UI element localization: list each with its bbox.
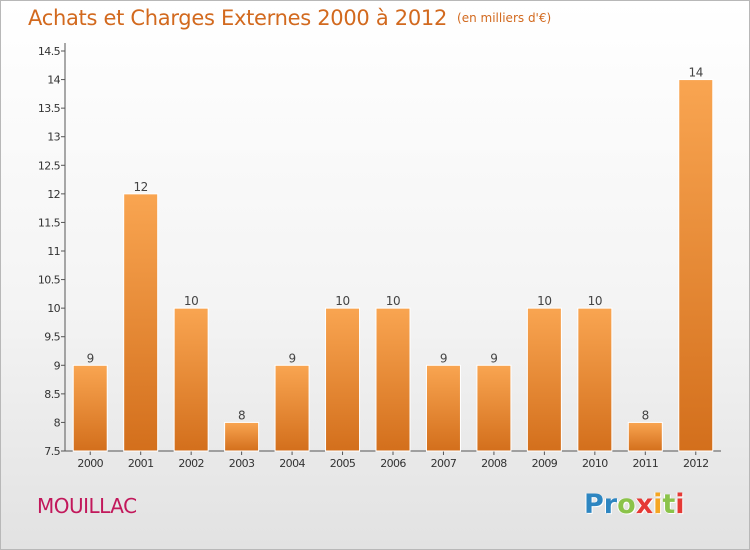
bar-value-label-2006: 10	[386, 294, 400, 308]
y-tick-label: 13	[47, 131, 60, 144]
bar-value-label-2008: 9	[490, 351, 497, 365]
logo-letter: x	[635, 489, 654, 520]
x-tick-label-2005: 2005	[330, 457, 356, 470]
y-tick-label: 9.5	[44, 331, 60, 344]
x-tick-label-2003: 2003	[229, 457, 255, 470]
bar-value-label-2003: 8	[238, 408, 245, 422]
logo-letter: i	[653, 489, 663, 520]
title-row: Achats et Charges Externes 2000 à 2012 (e…	[28, 6, 551, 30]
logo-letter: P	[584, 489, 604, 520]
logo-letter: r	[603, 489, 618, 520]
x-tick-label-2007: 2007	[431, 457, 457, 470]
bar-value-label-2007: 9	[440, 351, 447, 365]
y-tick-label: 11	[47, 245, 60, 258]
y-tick-label: 12	[47, 188, 60, 201]
bar-value-label-2002: 10	[184, 294, 198, 308]
x-tick-label-2002: 2002	[178, 457, 204, 470]
x-tick-label-2009: 2009	[532, 457, 558, 470]
y-tick-label: 13.5	[38, 102, 61, 115]
x-tick-label-2010: 2010	[582, 457, 608, 470]
y-tick-label: 10.5	[38, 274, 61, 287]
x-tick-label-2000: 2000	[77, 457, 103, 470]
bar-2008	[476, 364, 512, 452]
y-tick-label: 9	[54, 359, 61, 372]
bar-2000	[72, 364, 108, 452]
bar-value-label-2000: 9	[87, 351, 94, 365]
bar-value-label-2004: 9	[288, 351, 295, 365]
bar-2005	[325, 307, 361, 452]
bar-value-label-2009: 10	[537, 294, 551, 308]
x-tick-label-2001: 2001	[128, 457, 154, 470]
x-tick-label-2011: 2011	[633, 457, 659, 470]
bar-2006	[375, 307, 411, 452]
x-tick-label-2008: 2008	[481, 457, 507, 470]
x-tick-label-2012: 2012	[683, 457, 709, 470]
y-tick-label: 14	[47, 74, 60, 87]
chart-bars	[72, 79, 714, 452]
y-tick-label: 8	[54, 416, 61, 429]
bar-value-label-2001: 12	[133, 180, 147, 194]
y-tick-label: 7.5	[44, 445, 60, 458]
logo-letter: o	[617, 489, 636, 520]
bar-2004	[274, 364, 310, 452]
bar-2009	[526, 307, 562, 452]
chart-labels: 9 2000 12 2001 10 2002 8 2003 9 2004 10 2005 10 2006 9…	[77, 66, 709, 470]
bar-2003	[224, 421, 260, 452]
bar-2012	[678, 79, 714, 452]
chart-axes: 7.5 8 8.5 9 9.5 10 10.5 11 11.5 12 12.5 13 13.5 14 14.…	[38, 43, 721, 458]
bar-2007	[425, 364, 461, 452]
bar-2002	[173, 307, 209, 452]
y-tick-label: 14.5	[38, 45, 61, 58]
y-tick-label: 12.5	[38, 159, 61, 172]
y-tick-label: 8.5	[44, 388, 60, 401]
commune-name: MOUILLAC	[37, 494, 137, 518]
chart-title: Achats et Charges Externes 2000 à 2012	[28, 6, 448, 30]
logo-letter: t	[662, 489, 676, 520]
bar-value-label-2005: 10	[335, 294, 349, 308]
x-tick-label-2006: 2006	[380, 457, 406, 470]
chart-unit: (en milliers d'€)	[457, 11, 552, 25]
bar-2001	[123, 193, 159, 452]
y-tick-label: 11.5	[38, 216, 61, 229]
bar-2010	[577, 307, 613, 452]
bar-value-label-2010: 10	[588, 294, 602, 308]
y-tick-label: 10	[47, 302, 60, 315]
proxiti-logo: Proxiti	[584, 489, 685, 520]
bar-value-label-2012: 14	[689, 66, 703, 80]
bar-2011	[627, 421, 663, 452]
x-tick-label-2004: 2004	[279, 457, 305, 470]
logo-letter: i	[675, 489, 685, 520]
bar-value-label-2011: 8	[642, 408, 649, 422]
